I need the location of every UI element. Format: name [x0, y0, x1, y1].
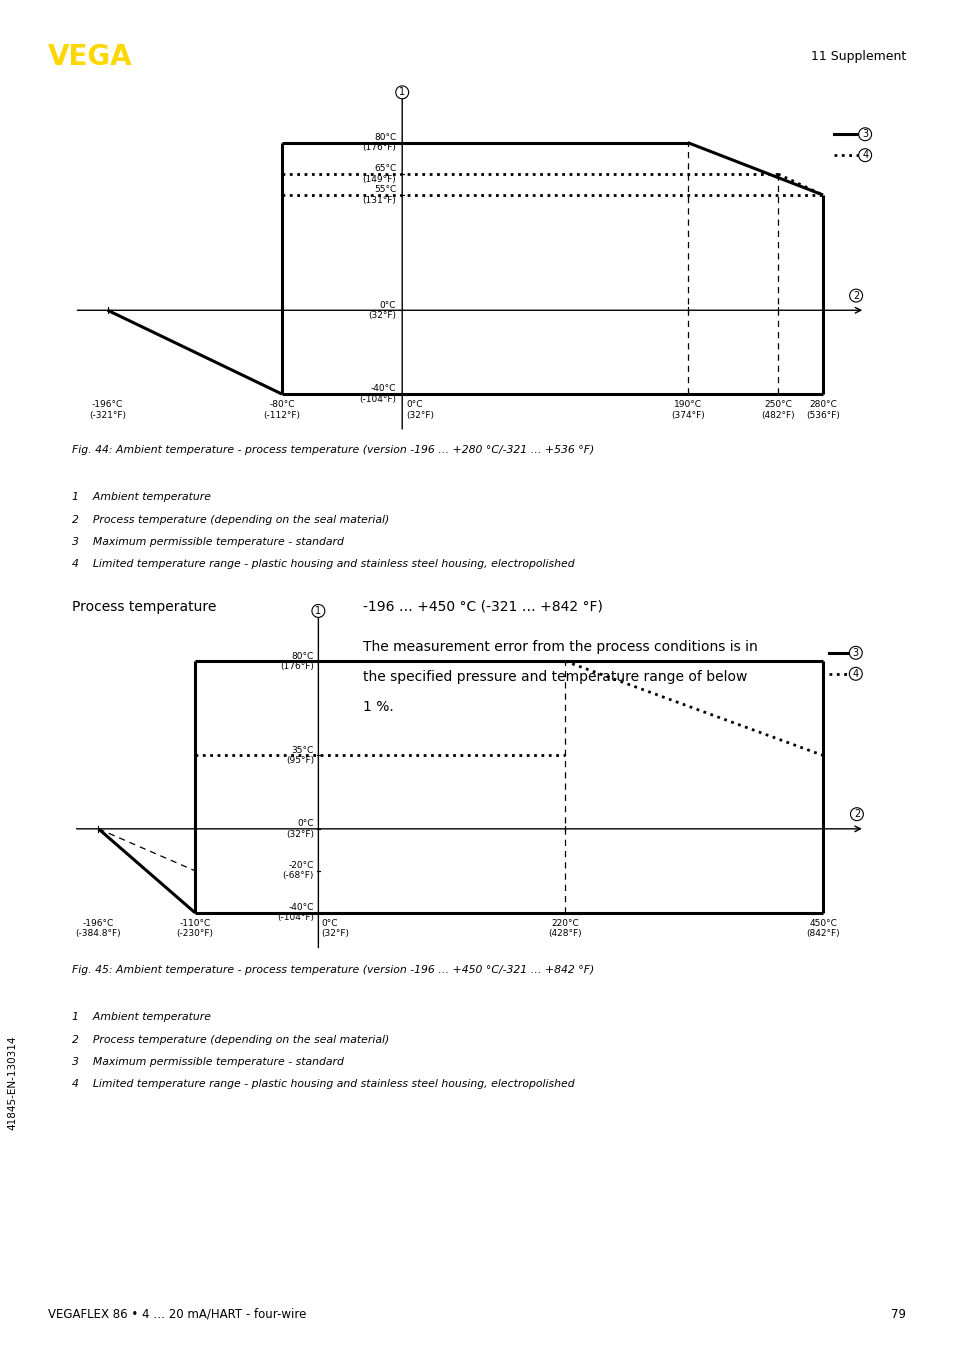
- Text: -196 … +450 °C (-321 … +842 °F): -196 … +450 °C (-321 … +842 °F): [362, 600, 601, 613]
- Text: 0°C
(32°F): 0°C (32°F): [286, 819, 314, 838]
- Text: 80°C
(176°F): 80°C (176°F): [362, 133, 395, 152]
- Text: 250°C
(482°F): 250°C (482°F): [760, 401, 794, 420]
- Text: Process temperature: Process temperature: [71, 600, 215, 613]
- Text: 220°C
(428°F): 220°C (428°F): [548, 919, 581, 938]
- Text: -196°C
(-321°F): -196°C (-321°F): [89, 401, 126, 420]
- Text: 55°C
(131°F): 55°C (131°F): [362, 185, 395, 204]
- Text: VEGAFLEX 86 • 4 … 20 mA/HART - four-wire: VEGAFLEX 86 • 4 … 20 mA/HART - four-wire: [48, 1308, 306, 1322]
- Text: 65°C
(149°F): 65°C (149°F): [362, 164, 395, 184]
- Text: 2    Process temperature (depending on the seal material): 2 Process temperature (depending on the …: [71, 515, 389, 525]
- Text: 4    Limited temperature range - plastic housing and stainless steel housing, el: 4 Limited temperature range - plastic ho…: [71, 1079, 574, 1090]
- Text: 4    Limited temperature range - plastic housing and stainless steel housing, el: 4 Limited temperature range - plastic ho…: [71, 559, 574, 570]
- Text: -20°C
(-68°F): -20°C (-68°F): [282, 861, 314, 880]
- Text: 2: 2: [853, 810, 860, 819]
- Text: 2    Process temperature (depending on the seal material): 2 Process temperature (depending on the …: [71, 1034, 389, 1045]
- Text: 35°C
(95°F): 35°C (95°F): [286, 746, 314, 765]
- Text: Fig. 45: Ambient temperature - process temperature (version -196 … +450 °C/-321 : Fig. 45: Ambient temperature - process t…: [71, 965, 593, 975]
- Text: -40°C
(-104°F): -40°C (-104°F): [276, 903, 314, 922]
- Text: -110°C
(-230°F): -110°C (-230°F): [176, 919, 213, 938]
- Text: 41845-EN-130314: 41845-EN-130314: [8, 1036, 17, 1131]
- Text: 79: 79: [890, 1308, 905, 1322]
- Text: 3: 3: [852, 647, 858, 658]
- Text: 3    Maximum permissible temperature - standard: 3 Maximum permissible temperature - stan…: [71, 538, 343, 547]
- Text: 11 Supplement: 11 Supplement: [810, 50, 905, 64]
- Text: 190°C
(374°F): 190°C (374°F): [670, 401, 704, 420]
- Text: VEGA: VEGA: [48, 43, 132, 72]
- Text: 3: 3: [862, 129, 867, 139]
- Text: 80°C
(176°F): 80°C (176°F): [280, 651, 314, 670]
- Text: The measurement error from the process conditions is in: The measurement error from the process c…: [362, 640, 757, 654]
- Text: 0°C
(32°F): 0°C (32°F): [368, 301, 395, 320]
- Text: 1: 1: [398, 87, 405, 97]
- Text: the specified pressure and temperature range of below: the specified pressure and temperature r…: [362, 670, 746, 684]
- Text: -40°C
(-104°F): -40°C (-104°F): [359, 385, 395, 403]
- Text: Fig. 44: Ambient temperature - process temperature (version -196 … +280 °C/-321 : Fig. 44: Ambient temperature - process t…: [71, 445, 593, 455]
- Text: 1    Ambient temperature: 1 Ambient temperature: [71, 493, 211, 502]
- Text: 4: 4: [862, 150, 867, 160]
- Text: 4: 4: [852, 669, 858, 678]
- Text: 0°C
(32°F): 0°C (32°F): [406, 401, 435, 420]
- Text: 1 %.: 1 %.: [362, 700, 393, 714]
- Text: 450°C
(842°F): 450°C (842°F): [805, 919, 840, 938]
- Text: 280°C
(536°F): 280°C (536°F): [805, 401, 839, 420]
- Text: 1: 1: [315, 605, 321, 616]
- Text: -196°C
(-384.8°F): -196°C (-384.8°F): [75, 919, 121, 938]
- Text: 3    Maximum permissible temperature - standard: 3 Maximum permissible temperature - stan…: [71, 1057, 343, 1067]
- Text: 0°C
(32°F): 0°C (32°F): [321, 919, 350, 938]
- Text: -80°C
(-112°F): -80°C (-112°F): [263, 401, 300, 420]
- Text: 1    Ambient temperature: 1 Ambient temperature: [71, 1013, 211, 1022]
- Text: 2: 2: [852, 291, 859, 301]
